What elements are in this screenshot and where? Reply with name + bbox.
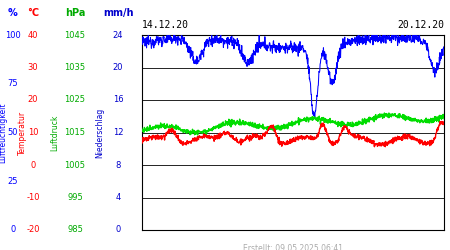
Text: 1015: 1015 <box>64 128 86 137</box>
Text: 10: 10 <box>28 128 38 137</box>
Text: Niederschlag: Niederschlag <box>95 108 104 158</box>
Text: 24: 24 <box>113 30 123 40</box>
Text: 16: 16 <box>112 96 123 104</box>
Text: -10: -10 <box>26 193 40 202</box>
Text: 4: 4 <box>115 193 121 202</box>
Text: Luftdruck: Luftdruck <box>50 114 59 151</box>
Text: 20: 20 <box>113 63 123 72</box>
Text: 50: 50 <box>8 128 18 137</box>
Text: 1045: 1045 <box>64 30 86 40</box>
Text: 1025: 1025 <box>64 96 86 104</box>
Text: 100: 100 <box>5 30 21 40</box>
Text: 75: 75 <box>8 79 18 88</box>
Text: 20.12.20: 20.12.20 <box>397 20 444 30</box>
Text: 1005: 1005 <box>64 160 86 170</box>
Text: 8: 8 <box>115 160 121 170</box>
Text: Temperatur: Temperatur <box>18 110 27 154</box>
Text: Erstellt: 09.05.2025 06:41: Erstellt: 09.05.2025 06:41 <box>243 244 343 250</box>
Text: 20: 20 <box>28 96 38 104</box>
Text: 25: 25 <box>8 177 18 186</box>
Text: 0: 0 <box>31 160 36 170</box>
Text: 0: 0 <box>10 226 16 234</box>
Text: 1035: 1035 <box>64 63 86 72</box>
Text: mm/h: mm/h <box>103 8 133 18</box>
Text: 0: 0 <box>115 226 121 234</box>
Text: °C: °C <box>27 8 39 18</box>
Text: Luftfeuchtigkeit: Luftfeuchtigkeit <box>0 102 8 163</box>
Text: 40: 40 <box>28 30 38 40</box>
Text: -20: -20 <box>26 226 40 234</box>
Text: hPa: hPa <box>65 8 85 18</box>
Text: 14.12.20: 14.12.20 <box>142 20 189 30</box>
Text: 985: 985 <box>67 226 83 234</box>
Text: 30: 30 <box>28 63 38 72</box>
Text: 12: 12 <box>113 128 123 137</box>
Text: 995: 995 <box>67 193 83 202</box>
Text: %: % <box>8 8 18 18</box>
